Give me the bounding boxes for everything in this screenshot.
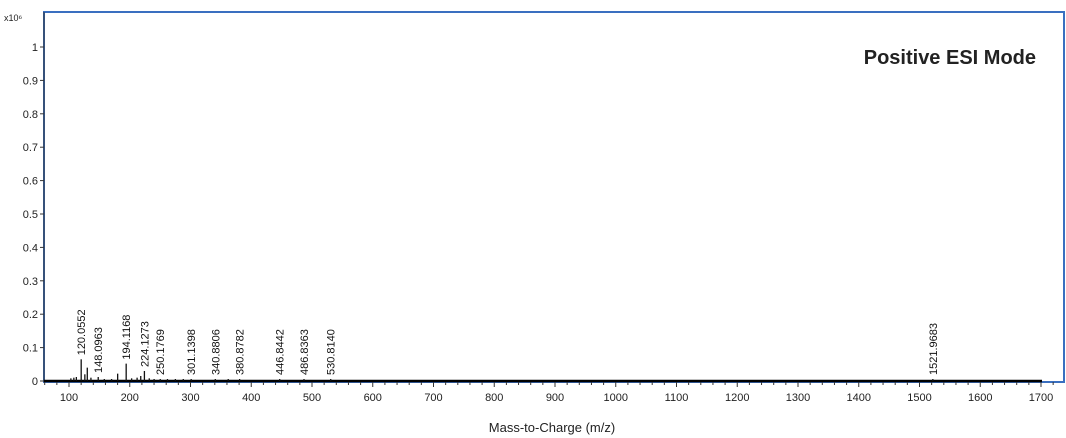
x-tick-label: 500 [303,392,321,404]
y-tick-label: 0 [32,376,38,388]
peak-label: 250.1769 [155,329,167,375]
peak-label: 340.8806 [210,329,222,375]
peak-label: 446.8442 [275,329,287,375]
peak-label: 120.0552 [76,309,88,355]
peak-label: 530.8140 [326,329,338,375]
x-tick-label: 1600 [968,392,992,404]
peak-label: 194.1168 [121,315,133,360]
peak-label: 148.0963 [93,327,105,373]
y-tick-label: 0.1 [23,343,38,355]
x-tick-label: 100 [60,392,78,404]
peak-label: 1521.9683 [928,323,940,375]
mode-annotation: Positive ESI Mode [864,47,1036,69]
x-tick-label: 700 [424,392,442,404]
y-tick-label: 0.9 [23,75,38,87]
x-tick-label: 1300 [786,392,810,404]
x-tick-label: 1100 [665,392,689,404]
x-tick-label: 1000 [604,392,628,404]
x-axis-title: Mass-to-Charge (m/z) [489,420,615,435]
x-tick-label: 400 [242,392,260,404]
x-tick-label: 1400 [847,392,871,404]
x-tick-label: 1700 [1029,392,1053,404]
x-tick-label: 900 [546,392,564,404]
y-tick-label: 0.6 [23,176,38,188]
x-tick-label: 1200 [725,392,749,404]
x-tick-label: 600 [364,392,382,404]
x-tick-label: 1500 [907,392,931,404]
y-tick-label: 1 [32,42,38,54]
x-tick-label: 200 [121,392,139,404]
y-tick-label: 0.7 [23,142,38,154]
x-axis: 100 200 300 400 500 600 700 800 900 1000 1100 1200 1… [44,379,1054,404]
y-tick-label: 0.4 [23,242,38,254]
y-tick-label: 0.8 [23,109,38,121]
y-tick-label: 0.2 [23,309,38,321]
peak-labels: 120.0552 148.0963 194.1168 224.1273 250.1769… [76,309,940,375]
peak-label: 224.1273 [139,321,151,367]
x-tick-label: 800 [485,392,503,404]
peak-label: 380.8782 [235,329,247,375]
x-tick-label: 300 [181,392,199,404]
peak-label: 486.8363 [299,329,311,375]
peaks [70,359,934,381]
y-tick-label: 0.5 [23,209,38,221]
y-tick-label: 0.3 [23,276,38,288]
y-axis: 0 0.1 0.2 0.3 0.4 0.5 0.6 0.7 0.8 0.9 1 [23,12,45,388]
peak-label: 301.1398 [186,329,198,375]
y-multiplier-label: x10⁶ [4,13,23,23]
